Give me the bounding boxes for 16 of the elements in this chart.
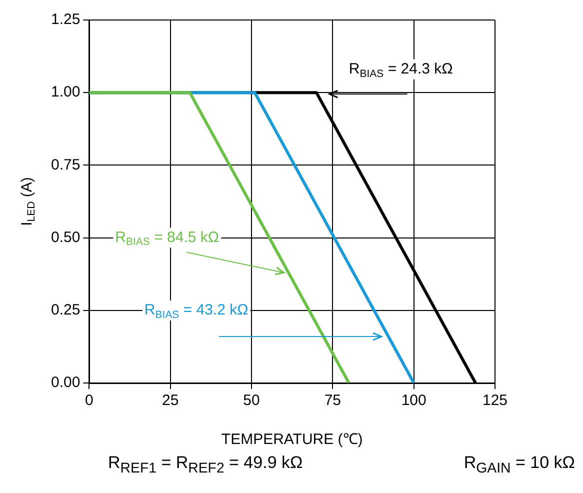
x-tick-label: 75 — [324, 392, 342, 410]
x-tick-label: 25 — [162, 392, 179, 410]
x-tick-label: 0 — [85, 392, 94, 410]
y-tick-label: 0.75 — [50, 156, 80, 174]
y-axis-title: ILED (A) — [18, 177, 38, 226]
x-tick-label: 50 — [243, 392, 260, 410]
y-tick-label: 0.25 — [50, 302, 80, 319]
text: R$_{REF1}$ = R$_{REF2}$ = 49.9 kΩ — [108, 453, 303, 476]
y-tick-label: 1.00 — [50, 84, 80, 101]
x-tick-label: 100 — [401, 392, 426, 410]
y-tick-label: 0.50 — [50, 228, 80, 246]
text: R$_{GAIN}$ = 10 kΩ — [464, 453, 575, 476]
x-tick-label: 125 — [482, 392, 508, 410]
y-tick-label: 0.00 — [50, 374, 80, 392]
y-tick-label: 1.25 — [50, 11, 80, 28]
x-axis-title: TEMPERATURE (℃) — [221, 431, 363, 448]
